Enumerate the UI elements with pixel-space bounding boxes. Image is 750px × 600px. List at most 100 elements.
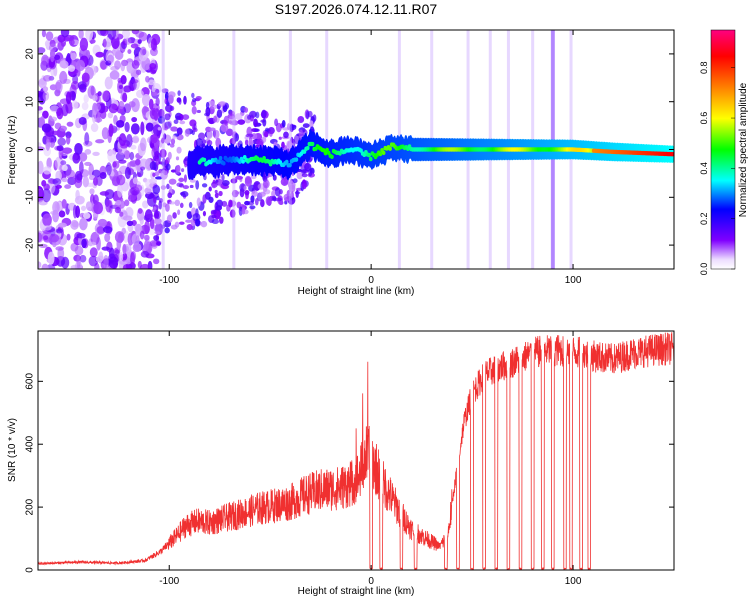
colorbar-tick-label: 0.8	[699, 61, 709, 74]
heatmap-cell	[223, 115, 230, 126]
heatmap-cell	[250, 195, 255, 203]
heatmap-cell	[87, 241, 97, 246]
heatmap-cell	[54, 89, 61, 97]
heatmap-cell	[61, 164, 68, 172]
heatmap-cell	[152, 184, 161, 195]
spectrogram-heatmap	[38, 30, 674, 269]
heatmap-cell	[184, 128, 190, 137]
heatmap-cell	[219, 216, 224, 224]
heatmap-cell	[262, 179, 270, 189]
heatmap-cell	[261, 136, 267, 143]
heatmap-cell	[127, 232, 134, 246]
heatmap-cell	[42, 166, 52, 175]
heatmap-cell	[137, 208, 143, 214]
heatmap-cell	[46, 157, 52, 169]
heatmap-cell	[251, 190, 258, 197]
heatmap-cell	[47, 251, 55, 265]
heatmap-cell	[60, 160, 67, 166]
heatmap-cell	[94, 117, 103, 123]
heatmap-cell	[208, 186, 212, 192]
heatmap-cell	[183, 95, 187, 105]
heatmap-cell	[157, 116, 166, 124]
heatmap-cell	[124, 199, 130, 207]
heatmap-cell	[158, 108, 165, 119]
heatmap-cell	[160, 170, 168, 180]
chart-title: S197.2026.074.12.11.R07	[275, 1, 438, 17]
heatmap-cell	[108, 123, 114, 137]
heatmap-cell	[70, 39, 75, 46]
colorbar-gradient	[711, 30, 735, 269]
heatmap-cell	[41, 30, 47, 38]
heatmap-cell	[196, 109, 201, 114]
heatmap-cell	[214, 189, 218, 194]
heatmap-cell	[42, 110, 49, 119]
heatmap-cell	[185, 219, 193, 223]
heatmap-cell	[128, 101, 136, 108]
heatmap-cell	[53, 54, 61, 61]
heatmap-cell	[241, 207, 246, 215]
heatmap-cell	[205, 106, 211, 117]
heatmap-cell	[221, 200, 228, 207]
snr-panel: -100 0 100 0 200 400 600 Height of straight li…	[7, 330, 675, 597]
heatmap-cell	[96, 236, 101, 251]
heatmap-cell	[114, 231, 125, 243]
heatmap-ridge-core	[294, 157, 299, 162]
heatmap-cell	[228, 115, 236, 126]
heatmap-cell	[261, 109, 267, 119]
colorbar-tick-label: 0.2	[699, 212, 709, 225]
heatmap-cell	[45, 138, 51, 151]
heatmap-cell	[116, 174, 126, 186]
heatmap-cell	[265, 196, 272, 206]
spectrogram-x-axis-label: Height of straight line (km)	[298, 286, 415, 297]
heatmap-cell	[76, 173, 83, 181]
heatmap-cell	[221, 180, 230, 186]
heatmap-cell	[43, 225, 52, 231]
heatmap-ridge-core	[670, 152, 674, 157]
heatmap-cell	[234, 113, 243, 121]
heatmap-cell	[205, 101, 210, 110]
colorbar-ticks: 0.0 0.2 0.4 0.6 0.8	[699, 61, 735, 275]
heatmap-cell	[191, 97, 197, 103]
heatmap-cell	[208, 196, 214, 203]
heatmap-cell	[130, 144, 137, 150]
heatmap-cell	[107, 54, 114, 64]
heatmap-cell	[131, 233, 140, 246]
heatmap-cell	[271, 190, 276, 198]
heatmap-cell	[290, 193, 294, 198]
snr-y-axis-label: SNR (10 * v/v)	[7, 418, 18, 482]
heatmap-cell	[102, 226, 113, 234]
heatmap-ridge-core	[218, 156, 223, 161]
heatmap-cell	[254, 128, 260, 133]
heatmap-cell	[268, 130, 273, 137]
heatmap-cell	[121, 30, 131, 39]
heatmap-cell	[249, 205, 256, 210]
heatmap-cell	[155, 97, 160, 107]
heatmap-cell	[79, 161, 84, 175]
heatmap-cell	[140, 166, 146, 171]
heatmap-cell	[80, 205, 87, 211]
heatmap-ridge-core	[241, 159, 245, 164]
heatmap-cell	[130, 123, 140, 135]
heatmap-cell	[74, 142, 83, 155]
heatmap-cell	[281, 120, 286, 128]
heatmap-cell	[264, 131, 269, 138]
heatmap-cell	[281, 141, 285, 149]
heatmap-cell	[175, 165, 181, 175]
heatmap-cell	[54, 122, 62, 130]
heatmap-cell	[149, 178, 157, 185]
heatmap-cell	[274, 187, 281, 197]
heatmap-ridge-core	[310, 141, 315, 147]
heatmap-cell	[68, 64, 76, 72]
heatmap-cell	[244, 107, 249, 113]
heatmap-cell	[244, 200, 250, 206]
heatmap-cell	[127, 49, 132, 54]
heatmap-ridge-core	[305, 145, 310, 151]
heatmap-cell	[174, 221, 180, 228]
heatmap-cell	[144, 220, 150, 235]
heatmap-cell	[52, 178, 62, 186]
heatmap-cell	[66, 135, 71, 145]
heatmap-cell	[175, 115, 182, 120]
heatmap-cell	[71, 100, 79, 110]
heatmap-cell	[172, 134, 176, 140]
heatmap-cell	[72, 153, 81, 164]
